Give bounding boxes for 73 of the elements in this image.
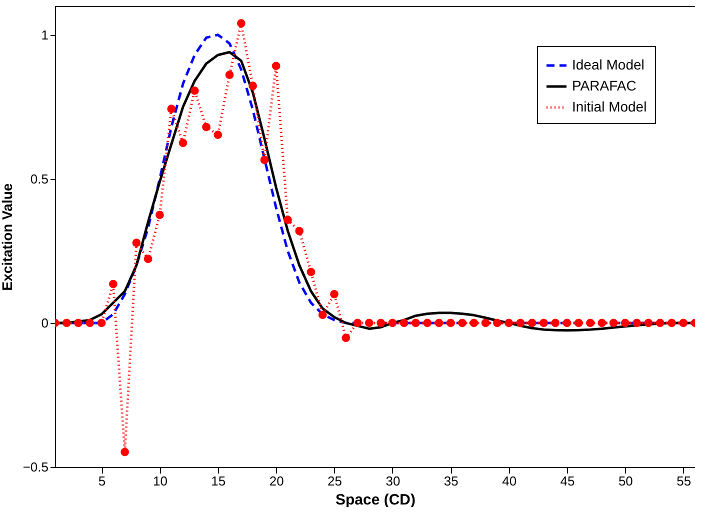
point	[574, 318, 583, 328]
point	[214, 130, 222, 139]
point	[365, 318, 374, 328]
point	[190, 86, 199, 95]
point	[202, 122, 210, 132]
point	[388, 318, 397, 328]
x-tick-label: 40	[502, 474, 517, 488]
point	[598, 318, 606, 328]
x-tick-label: 5	[98, 474, 106, 488]
point	[225, 70, 234, 80]
point	[295, 226, 304, 236]
point	[516, 318, 525, 328]
point	[237, 19, 246, 28]
point	[412, 318, 420, 328]
x-tick-label: 30	[386, 474, 400, 488]
point	[621, 318, 630, 328]
x-tick-label: 50	[618, 474, 633, 488]
point	[306, 268, 316, 276]
point	[551, 318, 560, 328]
point	[644, 318, 653, 328]
point	[493, 318, 502, 328]
point	[470, 318, 478, 328]
point	[62, 318, 71, 328]
y-tick-label: −0.5	[22, 460, 48, 474]
point	[562, 318, 572, 328]
x-tick-label: 45	[560, 474, 575, 488]
point	[272, 62, 280, 70]
point	[668, 318, 676, 328]
y-tick-label: 1	[41, 27, 48, 42]
point	[423, 318, 432, 328]
point	[330, 290, 338, 298]
point	[156, 210, 164, 220]
point	[109, 280, 118, 288]
point	[434, 318, 444, 328]
x-tick-label: 20	[269, 474, 284, 488]
legend-label: Ideal Model	[572, 56, 644, 72]
point	[632, 318, 641, 328]
legend-label: PARAFAC	[572, 78, 636, 94]
point	[400, 318, 408, 328]
point	[260, 156, 269, 164]
point	[284, 216, 292, 224]
point	[132, 238, 141, 248]
point	[144, 254, 152, 264]
y-axis-title: Excitation Value	[0, 183, 15, 291]
point	[353, 318, 362, 328]
point	[97, 318, 106, 328]
point	[446, 318, 455, 328]
point	[167, 104, 176, 114]
point	[586, 318, 594, 328]
point	[342, 334, 350, 342]
point	[481, 318, 490, 328]
x-tick-label: 35	[444, 474, 458, 488]
point	[74, 318, 82, 328]
x-tick-label: 25	[328, 474, 342, 488]
point	[504, 318, 513, 328]
point	[248, 82, 257, 90]
legend-label: Initial Model	[572, 98, 647, 114]
point	[656, 318, 664, 328]
point	[679, 318, 688, 328]
x-tick-label: 15	[211, 474, 226, 488]
x-tick-label: 55	[676, 474, 692, 488]
point	[178, 138, 188, 148]
point	[86, 318, 94, 328]
point	[540, 318, 548, 328]
y-tick-label: 0.5	[30, 171, 48, 186]
x-tick-label: 10	[152, 474, 168, 488]
point	[318, 310, 327, 320]
point	[609, 318, 618, 328]
point	[376, 318, 385, 328]
point	[120, 448, 129, 456]
point	[528, 318, 536, 328]
y-tick-label: 0	[41, 315, 48, 330]
point	[458, 318, 466, 328]
